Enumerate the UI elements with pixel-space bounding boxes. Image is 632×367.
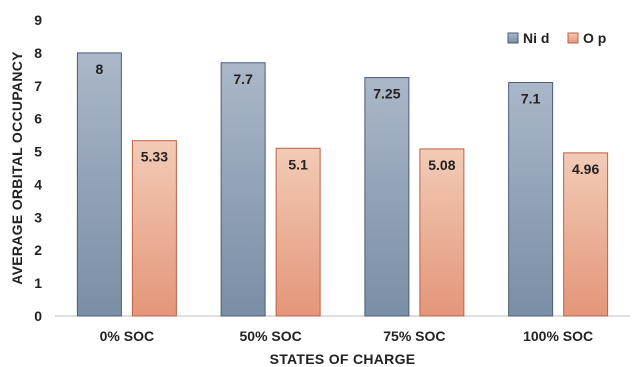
y-axis-ticks: 0 1 2 3 4 5 6 7 8 9 — [34, 12, 42, 324]
y-tick-label: 2 — [34, 242, 42, 258]
bars — [76, 52, 609, 317]
bar-o-p-2 — [275, 147, 321, 317]
legend: Ni d O p — [507, 30, 606, 46]
data-label: 7.7 — [233, 71, 253, 87]
data-label: 5.33 — [141, 149, 168, 165]
y-tick-label: 8 — [34, 45, 42, 61]
data-label: 8 — [95, 61, 103, 77]
y-tick-label: 3 — [34, 209, 42, 225]
y-tick-label: 4 — [34, 176, 42, 192]
data-label: 4.96 — [572, 161, 599, 177]
bar-o-p-4 — [563, 152, 609, 317]
data-label: 7.25 — [373, 86, 400, 102]
data-label: 5.1 — [288, 156, 308, 172]
y-tick-label: 5 — [34, 144, 42, 160]
bar-ni-d-4 — [508, 81, 554, 317]
bar-ni-d-1 — [76, 52, 122, 317]
legend-label: O p — [583, 30, 606, 46]
legend-swatch — [567, 32, 579, 44]
bar-ni-d-3 — [364, 77, 410, 317]
x-category-label: 100% SOC — [523, 328, 593, 344]
x-category-label: 50% SOC — [240, 328, 302, 344]
x-axis-categories: 0% SOC 50% SOC 75% SOC 100% SOC — [100, 328, 594, 344]
data-labels: 8 5.33 7.7 5.1 7.25 5.08 7.1 4.96 — [95, 61, 599, 177]
x-category-label: 0% SOC — [100, 328, 154, 344]
bar-ni-d-2 — [220, 62, 266, 317]
x-axis-title: STATES OF CHARGE — [270, 351, 416, 367]
y-tick-label: 0 — [34, 308, 42, 324]
legend-swatch — [507, 32, 519, 44]
data-label: 5.08 — [428, 157, 455, 173]
y-tick-label: 1 — [34, 275, 42, 291]
y-tick-label: 6 — [34, 111, 42, 127]
y-axis-title: AVERAGE ORBITAL OCCUPANCY — [9, 51, 25, 285]
legend-label: Ni d — [523, 30, 549, 46]
y-tick-label: 9 — [34, 12, 42, 28]
x-category-label: 75% SOC — [383, 328, 445, 344]
y-tick-label: 7 — [34, 78, 42, 94]
bar-o-p-3 — [419, 148, 465, 317]
bar-o-p-1 — [131, 140, 177, 317]
data-label: 7.1 — [521, 90, 541, 106]
